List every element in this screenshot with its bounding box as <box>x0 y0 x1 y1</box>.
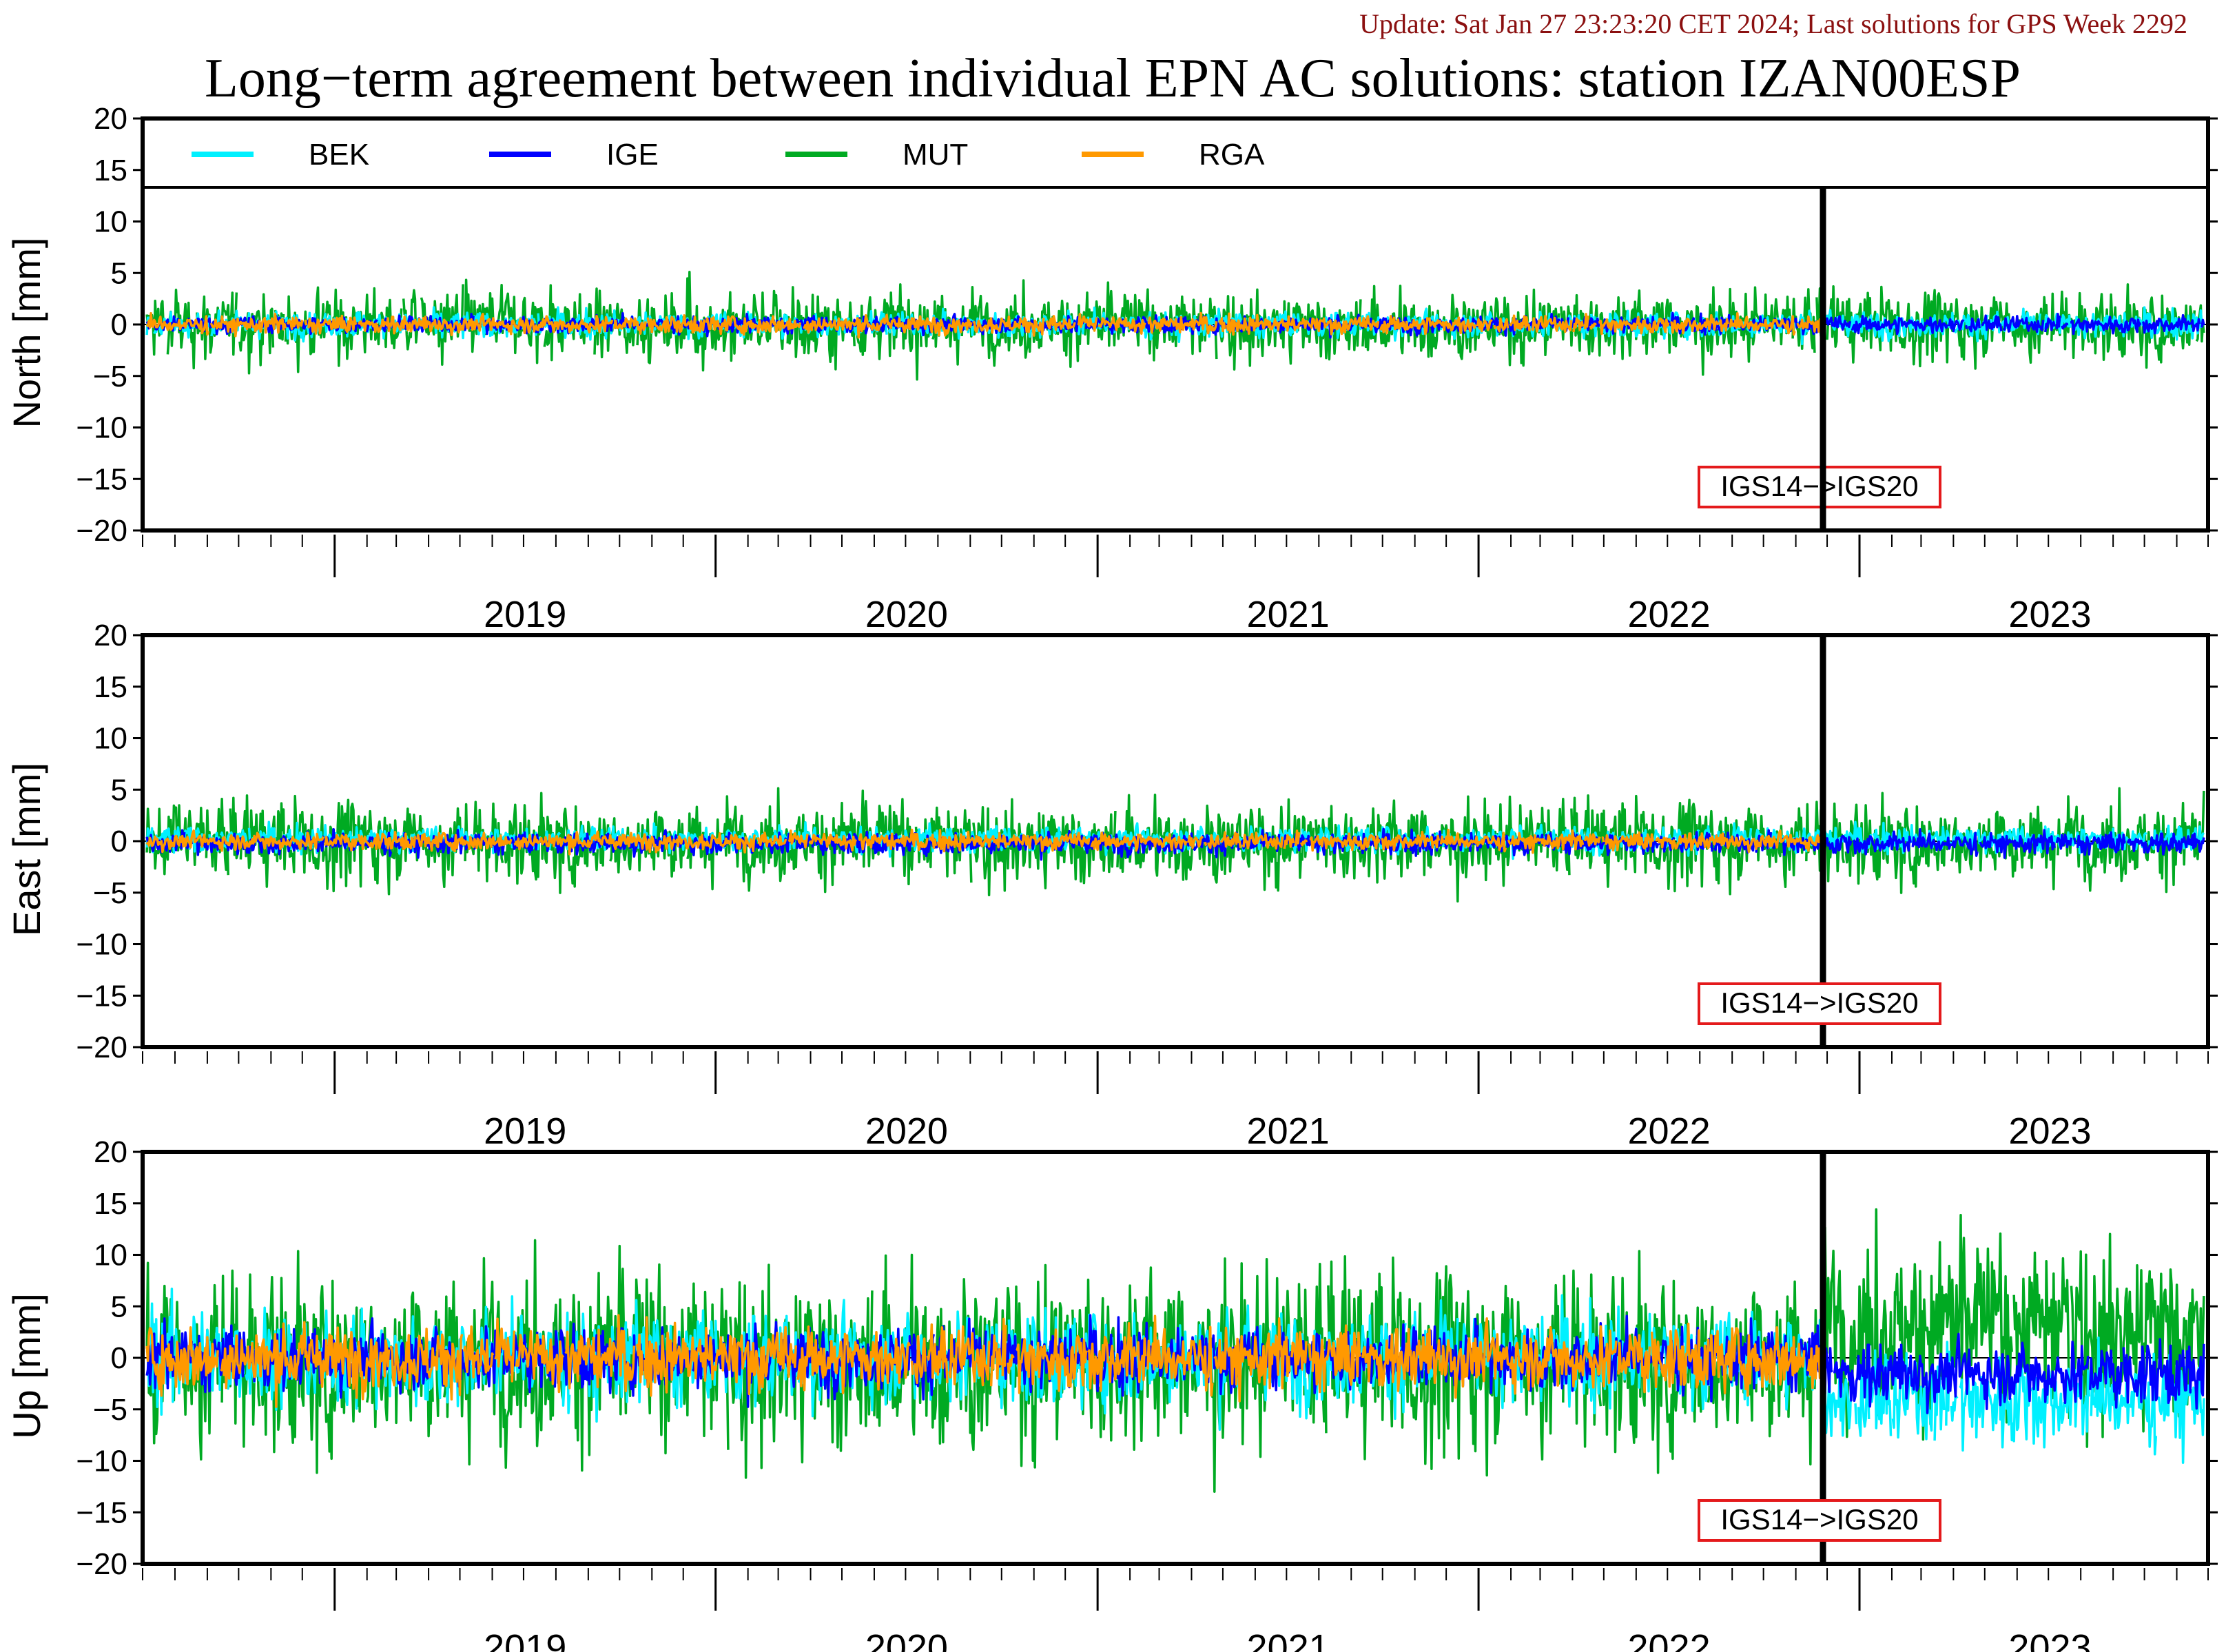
y-axis-label: East [mm] <box>5 763 48 936</box>
y-axis-label: North [mm] <box>5 238 48 429</box>
x-tick-label: 2020 <box>865 594 948 635</box>
x-tick-label: 2019 <box>484 1111 566 1152</box>
series-line-rga <box>145 1314 1824 1408</box>
x-tick-label: 2019 <box>484 594 566 635</box>
series-line-rga <box>145 311 1824 339</box>
y-tick-label: 0 <box>111 1341 127 1375</box>
series-line-rga <box>145 828 1824 856</box>
event-label-box <box>1697 982 1941 1025</box>
x-tick-label: 2020 <box>865 1627 948 1652</box>
x-tick-label: 2022 <box>1627 1111 1710 1152</box>
y-tick-label: 20 <box>94 1135 127 1169</box>
y-tick-label: 10 <box>94 1239 127 1272</box>
plot-frame <box>141 633 2210 1049</box>
plot-frame <box>141 116 2210 533</box>
y-axis-label: Up [mm] <box>5 1293 48 1439</box>
chart-title: Long−term agreement between individual E… <box>205 48 2021 109</box>
x-tick-label: 2023 <box>2008 594 2091 635</box>
x-tick-label: 2023 <box>2008 1111 2091 1152</box>
y-tick-label: −5 <box>93 360 127 393</box>
x-tick-label: 2023 <box>2008 1627 2091 1652</box>
y-tick-label: 5 <box>111 773 127 807</box>
x-tick-label: 2021 <box>1247 1627 1330 1652</box>
y-tick-label: 20 <box>94 102 127 136</box>
plot-frame <box>141 1150 2210 1566</box>
legend-label-bek: BEK <box>309 138 369 172</box>
y-tick-label: −20 <box>76 1031 127 1064</box>
panel-up: 20 15 10 5 0 −5 −10 −15 −20 Up [mm] IGS14−>IGS20 20… <box>5 1135 2218 1652</box>
event-label-box <box>1697 1499 1941 1542</box>
update-text: Update: Sat Jan 27 23:23:20 CET 2024; La… <box>1359 8 2187 39</box>
event-label-box <box>1697 466 1941 508</box>
y-tick-label: −20 <box>76 1547 127 1581</box>
y-tick-label: −20 <box>76 514 127 548</box>
event-label: IGS14−>IGS20 <box>1720 1503 1918 1536</box>
x-tick-label: 2021 <box>1247 1111 1330 1152</box>
y-tick-label: −10 <box>76 928 127 962</box>
panels: 20 15 10 5 0 −5 −10 −15 −20 North [mm] IGS14−>IGS2… <box>5 102 2218 1652</box>
y-tick-label: 15 <box>94 154 127 187</box>
y-tick-label: 10 <box>94 205 127 239</box>
y-tick-label: 20 <box>94 619 127 652</box>
y-tick-label: 15 <box>94 1187 127 1221</box>
x-tick-label: 2022 <box>1627 594 1710 635</box>
y-tick-label: 10 <box>94 722 127 756</box>
y-tick-label: 0 <box>111 308 127 342</box>
event-label: IGS14−>IGS20 <box>1720 987 1918 1019</box>
y-tick-label: −15 <box>76 979 127 1013</box>
legend-label-rga: RGA <box>1199 138 1265 172</box>
panel-north: 20 15 10 5 0 −5 −10 −15 −20 North [mm] IGS14−>IGS2… <box>5 102 2218 635</box>
y-tick-label: 15 <box>94 670 127 704</box>
event-label: IGS14−>IGS20 <box>1720 470 1918 502</box>
legend-bg <box>143 118 2208 187</box>
y-tick-label: −15 <box>76 462 127 496</box>
panel-east: 20 15 10 5 0 −5 −10 −15 −20 East [mm] IGS14−>IGS20… <box>5 619 2218 1152</box>
y-tick-label: −5 <box>93 1393 127 1427</box>
y-tick-label: 0 <box>111 825 127 858</box>
x-tick-label: 2019 <box>484 1627 566 1652</box>
legend-label-mut: MUT <box>903 138 968 172</box>
x-tick-label: 2020 <box>865 1111 948 1152</box>
y-tick-label: 5 <box>111 1290 127 1323</box>
y-tick-label: −5 <box>93 876 127 910</box>
legend-label-ige: IGE <box>606 138 659 172</box>
y-tick-label: 5 <box>111 256 127 290</box>
y-tick-label: −15 <box>76 1496 127 1529</box>
x-tick-label: 2022 <box>1627 1627 1710 1652</box>
x-tick-label: 2021 <box>1247 594 1330 635</box>
y-tick-label: −10 <box>76 411 127 445</box>
y-tick-label: −10 <box>76 1445 127 1478</box>
